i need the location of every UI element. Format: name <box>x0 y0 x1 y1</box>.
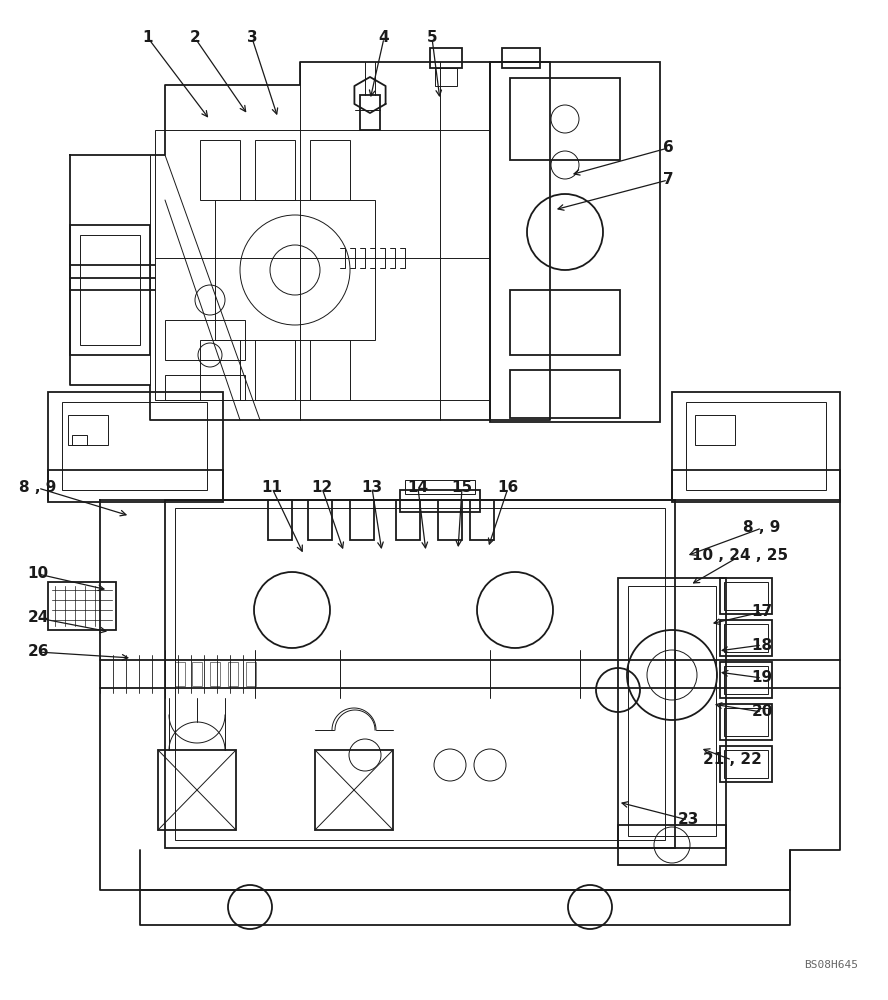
Text: 10 , 24 , 25: 10 , 24 , 25 <box>692 548 788 564</box>
Bar <box>255 340 295 400</box>
Bar <box>308 500 332 540</box>
Bar <box>175 662 185 686</box>
Bar <box>268 500 292 540</box>
Bar <box>438 500 462 540</box>
Bar <box>618 825 726 865</box>
Text: 18: 18 <box>751 638 773 652</box>
Bar <box>720 662 772 698</box>
Bar <box>255 140 295 200</box>
Bar <box>48 582 116 630</box>
Text: 19: 19 <box>751 670 773 686</box>
Bar <box>510 78 620 160</box>
Bar <box>510 370 620 418</box>
Bar <box>200 340 240 400</box>
Text: 24: 24 <box>28 610 49 626</box>
Text: 20: 20 <box>751 704 773 720</box>
Bar <box>175 508 665 840</box>
Text: 15: 15 <box>451 481 472 495</box>
Bar <box>215 200 375 340</box>
Bar <box>470 500 494 540</box>
Bar <box>720 704 772 740</box>
Bar <box>165 500 675 848</box>
Bar <box>158 750 236 830</box>
Bar <box>510 290 620 355</box>
Text: 16: 16 <box>497 481 519 495</box>
Bar <box>720 578 772 614</box>
Bar <box>695 415 735 445</box>
Bar <box>70 225 150 355</box>
Text: 12: 12 <box>312 481 333 495</box>
Bar <box>724 582 768 610</box>
Text: 21 , 22: 21 , 22 <box>702 752 761 768</box>
Bar <box>396 500 420 540</box>
Text: 6: 6 <box>662 140 673 155</box>
Text: 13: 13 <box>361 481 383 495</box>
Text: BS08H645: BS08H645 <box>804 960 858 970</box>
Bar <box>724 708 768 736</box>
Bar <box>400 490 480 512</box>
Text: 11: 11 <box>261 481 282 495</box>
Bar <box>724 750 768 778</box>
Text: 8 , 9: 8 , 9 <box>20 481 57 495</box>
Text: 4: 4 <box>378 30 389 45</box>
Bar <box>430 48 462 68</box>
Bar <box>200 140 240 200</box>
Bar <box>246 662 256 686</box>
Bar <box>720 620 772 656</box>
Text: 3: 3 <box>247 30 258 45</box>
Text: 7: 7 <box>662 172 673 188</box>
Text: 8 , 9: 8 , 9 <box>743 520 781 536</box>
Bar <box>672 392 840 502</box>
Bar <box>435 68 457 86</box>
Text: 10: 10 <box>28 566 49 582</box>
Text: 1: 1 <box>143 30 154 45</box>
Bar <box>502 48 540 68</box>
Bar <box>405 480 475 494</box>
Bar <box>490 62 660 422</box>
Bar <box>724 666 768 694</box>
Bar <box>720 746 772 782</box>
Bar <box>192 662 202 686</box>
Text: 23: 23 <box>678 812 699 828</box>
Bar <box>48 392 223 502</box>
Bar <box>165 375 245 400</box>
Bar <box>62 402 207 490</box>
Bar <box>72 435 87 445</box>
Bar <box>68 415 108 445</box>
Bar <box>228 662 238 686</box>
Text: 14: 14 <box>408 481 429 495</box>
Bar <box>618 578 726 848</box>
Bar <box>360 95 380 130</box>
Text: 5: 5 <box>427 30 437 45</box>
Bar <box>210 662 220 686</box>
Bar <box>315 750 393 830</box>
Bar <box>310 340 350 400</box>
Text: 26: 26 <box>28 645 49 660</box>
Bar <box>686 402 826 490</box>
Text: 17: 17 <box>751 604 773 619</box>
Bar <box>155 130 490 400</box>
Bar <box>165 320 245 360</box>
Bar <box>628 586 716 836</box>
Text: 2: 2 <box>190 30 201 45</box>
Bar <box>724 624 768 652</box>
Bar <box>310 140 350 200</box>
Bar <box>80 235 140 345</box>
Bar <box>350 500 374 540</box>
